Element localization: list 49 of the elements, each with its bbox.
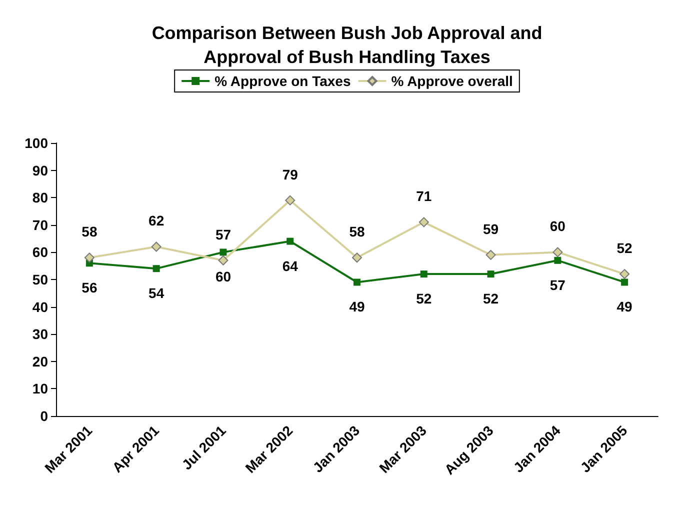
y-tick-label: 50 [32, 272, 48, 288]
point [151, 242, 162, 252]
data-label: 52 [416, 290, 432, 307]
point [354, 278, 360, 286]
data-label: 56 [82, 280, 98, 296]
data-label: 64 [282, 258, 298, 274]
data-label: 54 [148, 285, 164, 302]
point [420, 270, 428, 278]
point [286, 238, 294, 245]
y-tick-label: 80 [32, 190, 48, 206]
y-tick-label: 60 [32, 244, 48, 260]
data-label: 79 [282, 166, 298, 182]
data-label: 52 [482, 290, 499, 307]
chart-title: Comparison Between Bush Job Approval and Approval of Bush Handling Taxes [152, 23, 542, 67]
point [487, 270, 494, 278]
point [554, 256, 562, 264]
data-label: 58 [82, 224, 98, 240]
data-label: 57 [215, 226, 232, 242]
legend-label: % Approve overall [391, 73, 513, 89]
data-label: 60 [550, 218, 566, 234]
point [220, 248, 227, 256]
data-label: 58 [349, 224, 365, 240]
data-label: 62 [148, 212, 164, 229]
y-tick-label: 20 [32, 353, 48, 370]
point [84, 252, 94, 263]
data-label: 57 [550, 276, 566, 293]
point [620, 269, 630, 280]
point [152, 265, 160, 272]
y-tick-label: 10 [32, 380, 48, 397]
y-tick-label: 40 [32, 298, 48, 315]
data-label: 52 [616, 240, 633, 256]
point [285, 195, 296, 206]
point [552, 247, 563, 258]
point [352, 252, 362, 263]
y-tick-label: 0 [40, 408, 48, 424]
point [621, 278, 628, 286]
data-label: 71 [416, 188, 432, 204]
data-label: 59 [482, 220, 499, 237]
y-tick-label: 100 [24, 135, 48, 151]
data-label: 60 [215, 268, 232, 285]
point [218, 255, 228, 266]
data-label: 49 [349, 298, 365, 315]
point [418, 217, 429, 228]
point [486, 250, 496, 260]
data-label: 49 [616, 298, 633, 315]
legend-label: % Approve on Taxes [214, 73, 351, 89]
y-tick-label: 90 [32, 162, 48, 178]
y-tick-label: 70 [32, 216, 48, 233]
y-tick-label: 30 [32, 326, 48, 342]
